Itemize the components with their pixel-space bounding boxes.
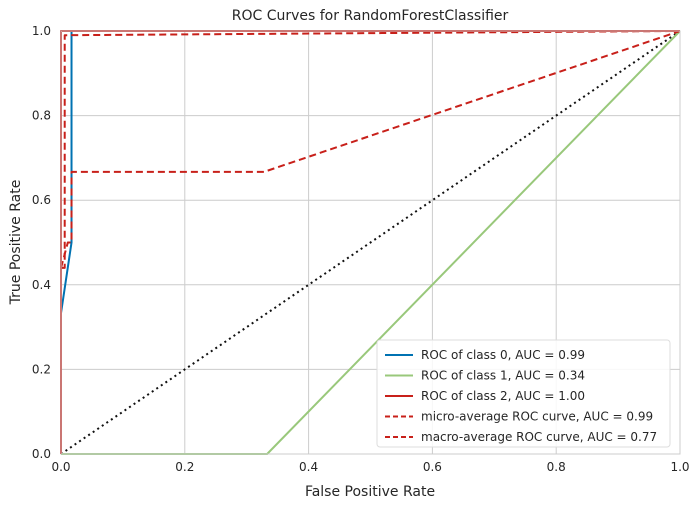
legend-label: ROC of class 1, AUC = 0.34 [421, 369, 585, 383]
x-tick-label: 0.4 [299, 460, 318, 474]
legend-label: ROC of class 0, AUC = 0.99 [421, 348, 585, 362]
y-tick-label: 0.8 [32, 109, 51, 123]
grid [60, 30, 681, 455]
y-tick-label: 0.6 [32, 193, 51, 207]
chart-title: ROC Curves for RandomForestClassifier [232, 8, 509, 24]
y-tick-label: 0.0 [32, 447, 51, 461]
legend: ROC of class 0, AUC = 0.99 ROC of class 1… [376, 339, 671, 448]
x-axis-title: False Positive Rate [305, 484, 435, 500]
tick-labels: 0.0 0.2 0.4 0.6 0.8 1.0 0.0 0.2 0.4 0.6 0.8 1.0 [32, 24, 690, 474]
legend-label: micro-average ROC curve, AUC = 0.99 [421, 410, 653, 424]
legend-box [376, 339, 671, 448]
y-tick-label: 0.4 [32, 278, 51, 292]
x-tick-label: 0.8 [547, 460, 566, 474]
plot-frame [60, 30, 681, 455]
x-tick-label: 0.2 [175, 460, 194, 474]
y-tick-label: 0.2 [32, 362, 51, 376]
diagonal-reference-line [60, 30, 681, 455]
x-tick-label: 0.6 [423, 460, 442, 474]
y-tick-label: 1.0 [32, 24, 51, 38]
x-tick-label: 1.0 [670, 460, 689, 474]
series-line-4 [60, 30, 681, 269]
y-axis-title: True Positive Rate [8, 180, 24, 306]
legend-label: macro-average ROC curve, AUC = 0.77 [421, 430, 657, 444]
legend-label: ROC of class 2, AUC = 1.00 [421, 389, 585, 403]
x-tick-label: 0.0 [51, 460, 70, 474]
